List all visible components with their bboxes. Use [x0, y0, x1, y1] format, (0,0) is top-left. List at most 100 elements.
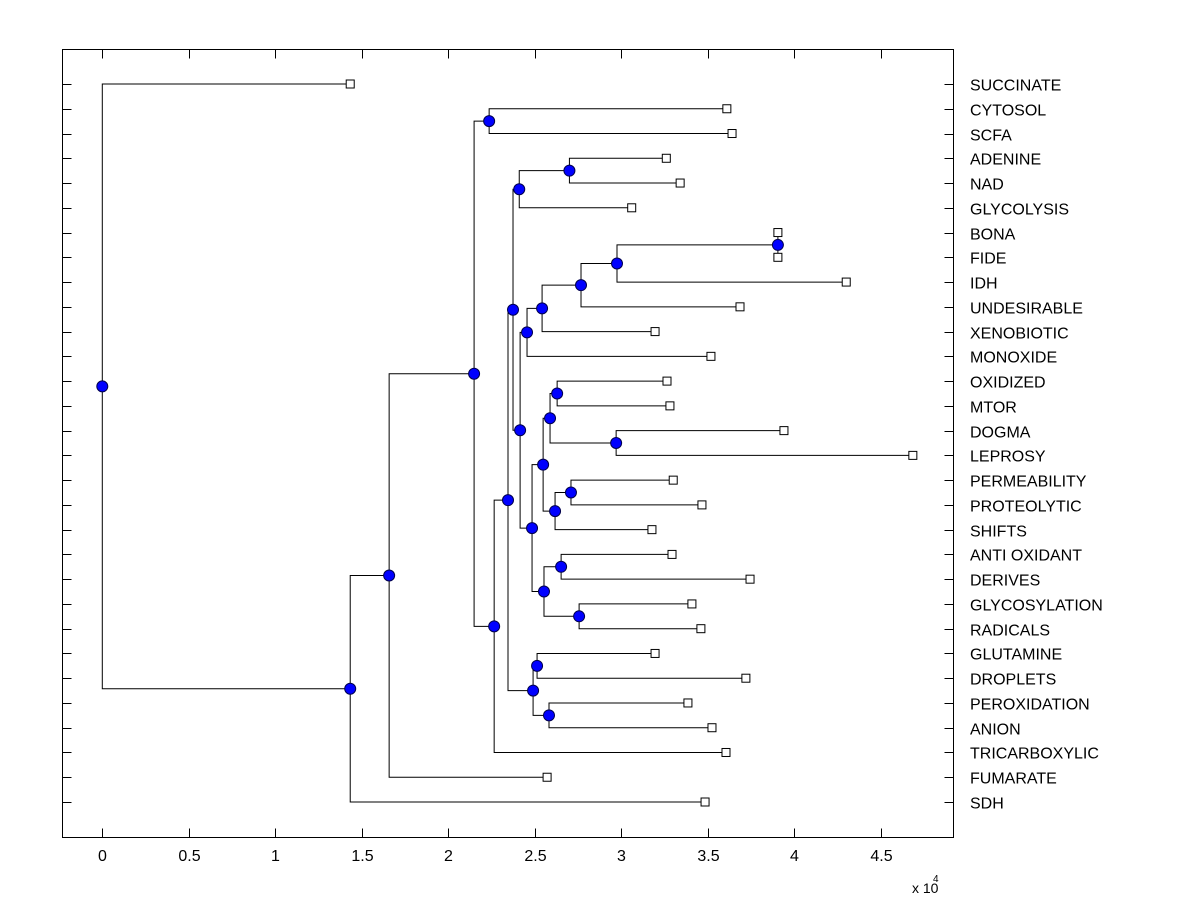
x-tick-label: 1	[271, 848, 280, 865]
leaf-label: SCFA	[970, 128, 1012, 145]
leaf-label: TRICARBOXYLIC	[970, 746, 1099, 763]
x-multiplier-exponent: 4	[933, 874, 939, 885]
branch-line	[580, 285, 741, 308]
node-marker	[573, 610, 586, 623]
node-marker	[771, 238, 784, 251]
branch-line	[541, 308, 656, 333]
branch-line	[473, 373, 495, 627]
node-marker	[96, 380, 109, 393]
x-tick-label: 3.5	[697, 848, 719, 865]
leaf-marker	[741, 673, 751, 683]
leaf-label: GLUTAMINE	[970, 647, 1062, 664]
x-tick-label: 2.5	[524, 848, 546, 865]
x-tick-label: 0	[98, 848, 107, 865]
node-marker	[483, 115, 496, 128]
leaf-label: BONA	[970, 227, 1016, 244]
node-marker	[488, 620, 501, 633]
leaf-label: NAD	[970, 177, 1004, 194]
branch-line	[526, 332, 711, 357]
node-marker	[543, 709, 556, 722]
branch-line	[616, 263, 847, 283]
leaf-label: DROPLETS	[970, 672, 1056, 689]
leaf-label: XENOBIOTIC	[970, 326, 1069, 343]
leaf-label: ANTI OXIDANT	[970, 548, 1082, 565]
node-marker	[344, 682, 357, 695]
leaf-marker	[706, 351, 716, 361]
x-tick-label: 4	[790, 848, 799, 865]
leaf-marker	[722, 104, 732, 114]
leaf-label: MONOXIDE	[970, 350, 1057, 367]
leaf-marker	[345, 79, 355, 89]
branch-line	[518, 189, 632, 209]
node-marker	[537, 585, 550, 598]
branch-line	[580, 263, 617, 286]
leaf-marker	[662, 376, 672, 386]
node-marker	[468, 367, 481, 380]
leaf-marker	[650, 648, 660, 658]
leaf-marker	[665, 401, 675, 411]
branch-line	[101, 83, 351, 387]
branch-line	[541, 284, 582, 309]
leaf-marker	[647, 525, 657, 535]
leaf-label: CYTOSOL	[970, 103, 1046, 120]
branch-line	[518, 170, 570, 190]
leaf-marker	[627, 203, 637, 213]
leaf-marker	[745, 574, 755, 584]
leaf-marker	[667, 549, 677, 559]
x-tick-label: 2	[444, 848, 453, 865]
leaf-marker	[727, 129, 737, 139]
node-marker	[514, 424, 527, 437]
x-tick-label: 1.5	[351, 848, 373, 865]
leaf-marker	[675, 178, 685, 188]
leaf-marker	[841, 277, 851, 287]
branch-line	[388, 575, 548, 778]
node-markers	[96, 115, 784, 722]
branch-line	[101, 386, 351, 690]
branch-line	[543, 591, 580, 617]
x-tick-label: 3	[617, 848, 626, 865]
node-marker	[531, 659, 544, 672]
node-marker	[551, 387, 564, 400]
leaf-label: UNDESIRABLE	[970, 301, 1083, 318]
node-marker	[507, 303, 520, 316]
leaf-label: GLYCOLYSIS	[970, 202, 1069, 219]
leaf-marker	[721, 747, 731, 757]
axis-ticks	[62, 49, 954, 838]
leaf-marker	[707, 723, 717, 733]
leaf-label: IDH	[970, 276, 998, 293]
leaf-label: MTOR	[970, 400, 1017, 417]
leaf-labels: SUCCINATE CYTOSOL SCFA ADENINE NAD GLYCOLYSIS…	[970, 78, 1103, 813]
node-marker	[521, 326, 534, 339]
node-marker	[610, 257, 623, 270]
leaf-label: SHIFTS	[970, 524, 1027, 541]
node-marker	[555, 560, 568, 573]
node-marker	[513, 183, 526, 196]
branch-line	[388, 373, 475, 576]
leaf-markers	[345, 79, 918, 807]
x-multiplier-label: x 10	[912, 880, 939, 896]
leaf-label: ADENINE	[970, 152, 1041, 169]
x-tick-label: 4.5	[870, 848, 892, 865]
leaf-marker	[779, 426, 789, 436]
leaf-marker	[661, 153, 671, 163]
leaf-marker	[908, 450, 918, 460]
node-marker	[502, 494, 514, 507]
leaf-marker	[773, 228, 783, 238]
branch-line	[507, 500, 534, 692]
branch-line	[554, 511, 652, 531]
leaf-marker	[542, 772, 552, 782]
x-tick-labels: 0 0.5 1 1.5 2 2.5 3 3.5 4 4.5	[98, 848, 893, 865]
branch-line	[616, 244, 778, 264]
node-marker	[549, 505, 562, 518]
node-marker	[610, 437, 623, 449]
node-marker	[575, 279, 588, 292]
branch-line	[549, 418, 617, 444]
leaf-marker	[683, 698, 693, 708]
node-marker	[527, 684, 540, 697]
leaf-label: GLYCOSYLATION	[970, 598, 1103, 615]
leaf-marker	[687, 599, 697, 609]
leaf-label: PERMEABILITY	[970, 474, 1087, 491]
leaf-label: DOGMA	[970, 425, 1031, 442]
node-marker	[564, 486, 577, 499]
